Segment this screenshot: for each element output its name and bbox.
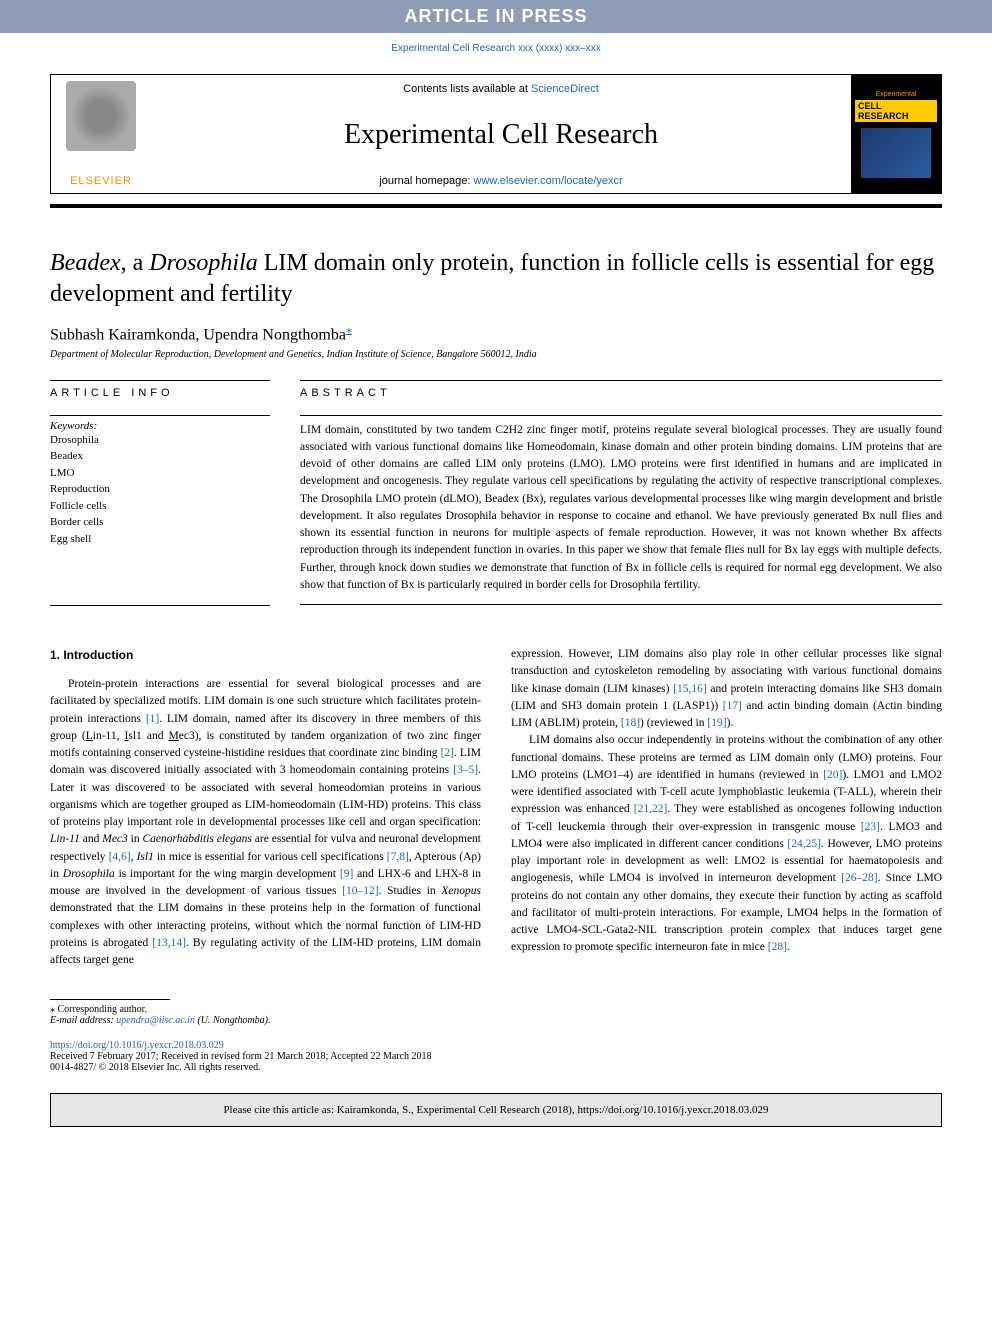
ref-link[interactable]: [1] <box>146 713 159 725</box>
article-info-bottom-line <box>50 605 270 606</box>
keyword-item: Drosophila <box>50 432 270 449</box>
keyword-item: Beadex <box>50 448 270 465</box>
title-part2: , a <box>121 250 150 276</box>
author-2: Upendra Nongthomba <box>203 327 346 344</box>
email-link[interactable]: upendra@iisc.ac.in <box>116 1015 195 1026</box>
header-black-bar <box>50 204 942 208</box>
ref-link[interactable]: [28] <box>768 941 787 953</box>
ref-link[interactable]: [24,25] <box>787 838 821 850</box>
ref-link[interactable]: [3–5] <box>453 764 478 776</box>
keyword-item: Follicle cells <box>50 498 270 515</box>
ref-link[interactable]: [7,8] <box>387 851 409 863</box>
copyright-line: 0014-4827/ © 2018 Elsevier Inc. All righ… <box>50 1062 942 1073</box>
affiliation: Department of Molecular Reproduction, De… <box>50 349 942 360</box>
title-part-drosophila: Drosophila <box>149 250 257 276</box>
author-1: Subhash Kairamkonda <box>50 327 195 344</box>
main-content: 1. Introduction Protein-protein interact… <box>50 646 942 969</box>
article-title: Beadex, a Drosophila LIM domain only pro… <box>50 248 942 310</box>
article-info-heading: ARTICLE INFO <box>50 380 270 399</box>
title-part-beadex: Beadex <box>50 250 121 276</box>
elsevier-label: ELSEVIER <box>70 175 132 187</box>
intro-paragraph-2: expression. However, LIM domains also pl… <box>511 646 942 732</box>
header-citation: Experimental Cell Research xxx (xxxx) xx… <box>0 33 992 64</box>
corresp-marker-link[interactable]: ⁎ <box>346 322 352 336</box>
footer: ⁎ Corresponding author. E-mail address: … <box>50 999 942 1073</box>
email-name: (U. Nongthomba). <box>195 1015 271 1026</box>
journal-name: Experimental Cell Research <box>344 119 658 151</box>
keyword-item: LMO <box>50 465 270 482</box>
contents-prefix: Contents lists available at <box>403 83 531 95</box>
intro-paragraph-3: LIM domains also occur independently in … <box>511 732 942 956</box>
ref-link[interactable]: [4,6] <box>109 851 131 863</box>
contents-available-line: Contents lists available at ScienceDirec… <box>403 83 599 95</box>
ref-link[interactable]: [21,22] <box>634 803 668 815</box>
journal-homepage-line: journal homepage: www.elsevier.com/locat… <box>379 175 622 187</box>
keywords-label: Keywords: <box>50 415 270 432</box>
ref-link[interactable]: [13,14] <box>152 937 186 949</box>
keyword-item: Egg shell <box>50 531 270 548</box>
intro-heading: 1. Introduction <box>50 646 481 664</box>
column-right: expression. However, LIM domains also pl… <box>511 646 942 969</box>
article-info-col: ARTICLE INFO Keywords: Drosophila Beadex… <box>50 380 270 606</box>
ref-link[interactable]: [9] <box>340 868 353 880</box>
column-left: 1. Introduction Protein-protein interact… <box>50 646 481 969</box>
ref-link[interactable]: [18] <box>621 717 640 729</box>
authors-line: Subhash Kairamkonda, Upendra Nongthomba⁎ <box>50 322 942 344</box>
cover-line2: CELL RESEARCH <box>855 100 937 122</box>
received-line: Received 7 February 2017; Received in re… <box>50 1051 942 1062</box>
email-line: E-mail address: upendra@iisc.ac.in (U. N… <box>50 1015 942 1026</box>
ref-link[interactable]: [15,16] <box>673 683 707 695</box>
keyword-item: Reproduction <box>50 481 270 498</box>
ref-link[interactable]: [19] <box>707 717 726 729</box>
email-label: E-mail address: <box>50 1015 116 1026</box>
abstract-heading: ABSTRACT <box>300 380 942 399</box>
elsevier-logo-block: ELSEVIER <box>51 75 151 193</box>
intro-paragraph-1: Protein-protein interactions are essenti… <box>50 676 481 969</box>
sciencedirect-link[interactable]: ScienceDirect <box>531 83 599 95</box>
journal-cover-thumb: Experimental CELL RESEARCH <box>851 75 941 193</box>
doi-link[interactable]: https://doi.org/10.1016/j.yexcr.2018.03.… <box>50 1040 942 1051</box>
ref-link[interactable]: [26–28] <box>841 872 877 884</box>
homepage-link[interactable]: www.elsevier.com/locate/yexcr <box>474 175 623 187</box>
cite-box: Please cite this article as: Kairamkonda… <box>50 1093 942 1127</box>
cover-image-icon <box>861 128 931 178</box>
ref-link[interactable]: [20] <box>823 769 842 781</box>
keyword-item: Border cells <box>50 514 270 531</box>
cover-line1: Experimental <box>876 91 917 98</box>
journal-header: ELSEVIER Contents lists available at Sci… <box>50 74 942 194</box>
elsevier-tree-icon <box>66 81 136 151</box>
footer-divider <box>50 999 170 1000</box>
corresp-note: ⁎ Corresponding author. <box>50 1004 942 1015</box>
homepage-prefix: journal homepage: <box>379 175 473 187</box>
article-in-press-banner: ARTICLE IN PRESS <box>0 0 992 33</box>
header-center: Contents lists available at ScienceDirec… <box>151 75 851 193</box>
ref-link[interactable]: [10–12] <box>342 885 378 897</box>
abstract-col: ABSTRACT LIM domain, constituted by two … <box>300 380 942 606</box>
ref-link[interactable]: [17] <box>723 700 742 712</box>
ref-link[interactable]: [2] <box>441 747 454 759</box>
abstract-text: LIM domain, constituted by two tandem C2… <box>300 415 942 606</box>
ref-link[interactable]: [23] <box>861 821 880 833</box>
info-abstract-block: ARTICLE INFO Keywords: Drosophila Beadex… <box>50 380 942 606</box>
